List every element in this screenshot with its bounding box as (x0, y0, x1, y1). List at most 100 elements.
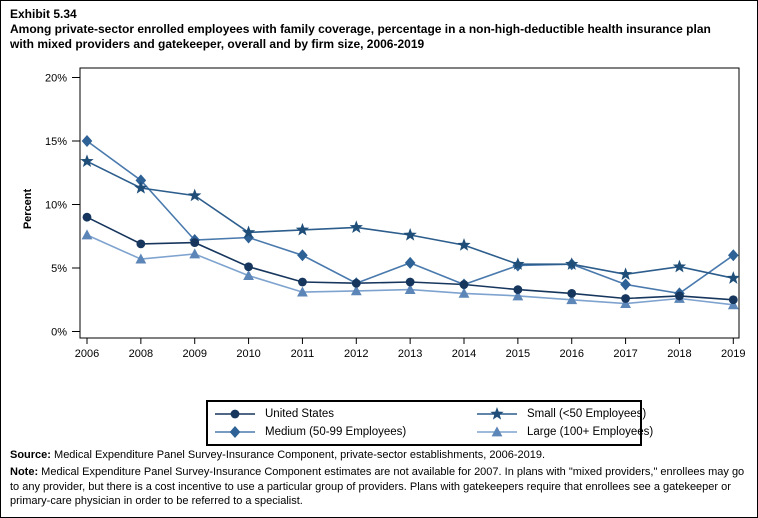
legend-item-small-50-employees: Small (<50 Employees) (476, 405, 653, 423)
note-text: Medical Expenditure Panel Survey-Insuran… (10, 466, 745, 508)
methodology-note: Note: Medical Expenditure Panel Survey-I… (10, 465, 750, 509)
header: Exhibit 5.34 Among private-sector enroll… (10, 7, 730, 52)
star-marker (188, 188, 202, 202)
x-axis-tick-label: 2017 (613, 348, 637, 360)
legend-item-medium-50-99-employees: Medium (50-99 Employees) (214, 423, 476, 441)
x-axis-tick-label: 2010 (236, 348, 260, 360)
star-marker (618, 267, 633, 281)
circle-marker (728, 295, 738, 305)
circle-marker (230, 409, 240, 419)
series-markers-circle (82, 212, 738, 305)
page-title: Among private-sector enrolled employees … (10, 22, 711, 51)
triangle-marker (350, 285, 362, 296)
circle-marker (190, 238, 200, 248)
x-axis-tick-label: 2012 (344, 348, 368, 360)
x-axis-tick-label: 2018 (667, 348, 691, 360)
circle-marker (351, 278, 361, 288)
circle-marker (567, 289, 577, 298)
diamond-marker (620, 278, 631, 291)
legend-label: United States (265, 408, 335, 420)
circle-marker (513, 285, 523, 294)
star-marker (349, 220, 363, 234)
legend-label: Medium (50-99 Employees) (265, 426, 407, 438)
circle-marker (298, 277, 307, 287)
source-note: Source: Medical Expenditure Panel Survey… (10, 448, 750, 462)
triangle-marker (727, 299, 739, 310)
x-axis-tick-label: 2006 (75, 348, 99, 360)
star-marker (295, 222, 310, 236)
y-axis-tick-label: 10% (45, 200, 67, 212)
legend-label: Large (100+ Employees) (527, 426, 654, 438)
x-axis-tick-label: 2015 (506, 348, 530, 360)
source-text: Medical Expenditure Panel Survey-Insuran… (50, 449, 546, 461)
source-label: Source: (10, 449, 51, 461)
triangle-marker (620, 297, 631, 308)
star-marker (490, 407, 504, 420)
circle-marker (675, 291, 684, 301)
triangle-marker (458, 287, 470, 298)
star-marker (672, 259, 687, 273)
circle-marker (136, 239, 146, 249)
circle-marker (405, 277, 415, 287)
diamond-marker (404, 256, 416, 269)
triangle-marker (512, 290, 524, 301)
series-line-triangle (86, 234, 734, 306)
triangle-marker (404, 283, 416, 294)
circle-marker-icon (215, 409, 255, 419)
star-marker (403, 227, 417, 241)
star-marker (726, 271, 740, 284)
y-axis-tick-label: 15% (45, 136, 67, 148)
diamond-marker (728, 249, 739, 262)
star-marker (241, 225, 256, 239)
star-marker-icon (477, 407, 517, 420)
diamond-marker (81, 135, 93, 147)
x-axis-tick-label: 2009 (182, 348, 206, 360)
x-axis-tick-label: 2016 (559, 348, 583, 360)
star-marker (80, 154, 94, 167)
diamond-marker-icon (215, 426, 255, 438)
x-axis-tick-label: 2013 (398, 348, 422, 360)
note-label: Note: (10, 466, 39, 479)
triangle-marker (491, 426, 503, 437)
y-axis-tick-label: 5% (51, 263, 67, 275)
triangle-marker (81, 229, 93, 240)
x-axis-tick-label: 2008 (129, 348, 153, 360)
triangle-marker (135, 253, 147, 264)
triangle-marker-icon (477, 426, 517, 437)
y-axis-title: Percent (22, 188, 34, 229)
x-axis-tick-label: 2014 (452, 348, 476, 360)
legend-label: Small (<50 Employees) (527, 408, 647, 420)
triangle-marker (243, 270, 254, 281)
diamond-marker (135, 174, 147, 187)
diamond-marker (297, 249, 308, 262)
circle-marker (459, 280, 469, 289)
star-marker (457, 238, 471, 251)
chart-legend: United States Medium (50-99 Employees) Sma… (206, 400, 653, 446)
triangle-marker (566, 294, 578, 305)
legend-item-united-states: United States (214, 405, 476, 423)
legend-item-large-100-employees: Large (100+ Employees) (476, 423, 653, 441)
x-axis-tick-label: 2019 (721, 348, 745, 360)
y-axis-tick-label: 20% (45, 73, 67, 85)
circle-marker (82, 212, 92, 222)
star-marker (511, 257, 525, 270)
series-line-diamond (86, 140, 734, 295)
line-chart: 0% 5% 10% 15% 20% 2006 2008 2009 2010 2011 2012 201… (22, 67, 746, 360)
diamond-marker (229, 426, 241, 438)
x-axis-tick-label: 2011 (291, 348, 315, 360)
series-path (86, 234, 734, 306)
exhibit-number: Exhibit 5.34 (10, 7, 77, 21)
series-markers-triangle (81, 229, 739, 310)
y-axis-tick-label: 0% (51, 327, 67, 339)
star-marker (134, 180, 148, 194)
footer: Source: Medical Expenditure Panel Survey… (10, 448, 750, 509)
series-path (86, 140, 734, 295)
circle-marker (621, 294, 630, 303)
circle-marker (244, 262, 253, 272)
diamond-marker (243, 231, 254, 244)
triangle-marker (189, 248, 201, 259)
star-marker (565, 257, 579, 270)
plot-frame (79, 67, 740, 339)
series-markers-star (80, 154, 740, 284)
